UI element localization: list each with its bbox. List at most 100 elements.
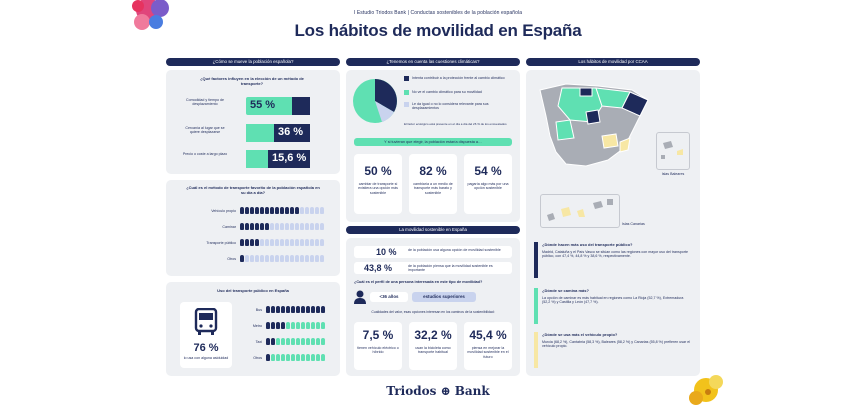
person-icon — [260, 239, 264, 246]
factor-bar — [246, 150, 268, 168]
profile-age: <36 años — [370, 292, 408, 302]
person-icon — [265, 223, 269, 230]
person-icon — [266, 322, 270, 329]
person-icon — [266, 306, 270, 313]
person-icon — [265, 207, 269, 214]
person-icon — [270, 239, 274, 246]
person-icon — [320, 207, 324, 214]
stat-value: 82 % — [419, 164, 447, 178]
stat-caption: piensa en mejorar la movilidad sostenibl… — [467, 346, 509, 359]
col3-header: Los hábitos de movilidad por CCAA — [526, 58, 700, 66]
person-icon — [276, 338, 280, 345]
person-icon — [285, 207, 289, 214]
person-icon — [291, 354, 295, 361]
factor-label: Cercanía al lugar que se quiere desplaza… — [185, 126, 225, 135]
person-icon — [255, 223, 259, 230]
favorite-label: Transporte público — [206, 241, 236, 245]
person-icon — [266, 354, 270, 361]
person-icon — [295, 207, 299, 214]
person-icon — [295, 239, 299, 246]
person-icon — [240, 239, 244, 246]
favorite-label: Caminar — [222, 225, 236, 229]
canarias-inset — [540, 194, 620, 228]
person-icon — [306, 306, 310, 313]
people-row — [240, 239, 325, 246]
person-icon — [315, 223, 319, 230]
factor-bar-end — [292, 97, 310, 115]
canarias-label: Islas Canarias — [622, 222, 645, 226]
people-row — [266, 338, 326, 345]
stat-value: 50 % — [364, 164, 392, 178]
person-icon — [280, 255, 284, 262]
sustainable-text: de la población usa alguna opción de mov… — [408, 248, 501, 252]
stat-value: 32,2 % — [414, 328, 452, 342]
legend-swatch — [404, 76, 409, 81]
person-icon — [301, 338, 305, 345]
people-row — [266, 354, 326, 361]
factors-title: ¿Qué factores influyen en la elección de… — [200, 76, 304, 87]
favorite-panel: ¿Cuál es el método de transporte favorit… — [166, 180, 340, 276]
person-icon — [270, 207, 274, 214]
person-icon — [295, 223, 299, 230]
public-card: 76 % lo usa con alguna asiduidad — [180, 302, 232, 368]
public-row-label: Bus — [255, 308, 262, 312]
baleares-islands — [661, 141, 683, 159]
sustainable-text: de la población piensa que la movilidad … — [408, 264, 493, 273]
profile-question: ¿Cuál es el perfil de una persona intere… — [354, 280, 483, 284]
public-value: 76 % — [193, 342, 219, 354]
person-icon — [321, 338, 325, 345]
person-icon — [316, 338, 320, 345]
people-row — [266, 322, 326, 329]
ccaa-answer: Madrid, Cataluña y el País Vasco se sitú… — [542, 250, 688, 259]
person-icon — [316, 354, 320, 361]
person-icon — [265, 255, 269, 262]
factor-bar-end — [268, 150, 310, 168]
person-icon — [354, 290, 366, 304]
ccaa-panel: Islas Baleares Islas Canarias ¿Dónde hac… — [526, 70, 700, 376]
person-icon — [320, 239, 324, 246]
factor-value: 36 % — [278, 126, 304, 138]
kicker: I Estudio Triodos Bank | Conductas soste… — [353, 10, 523, 16]
person-icon — [245, 207, 249, 214]
person-icon — [310, 255, 314, 262]
stat-card: 7,5 % tienen vehículo eléctrico o híbrid… — [354, 322, 402, 370]
person-icon — [300, 207, 304, 214]
stat-card: 50 % cambiar de transporte si existiera … — [354, 154, 402, 214]
factor-bar — [246, 124, 274, 142]
person-icon — [281, 338, 285, 345]
person-icon — [290, 207, 294, 214]
person-icon — [270, 255, 274, 262]
public-transport-panel: Uso del transporte público en España 76 … — [166, 282, 340, 376]
person-icon — [295, 255, 299, 262]
person-icon — [265, 239, 269, 246]
person-icon — [311, 338, 315, 345]
person-icon — [320, 223, 324, 230]
profile-sub: Cualidades del valor, esas opciones inte… — [371, 310, 495, 314]
sustainable-header: La movilidad sostenible en España — [346, 226, 520, 234]
public-row-label: Metro — [252, 324, 262, 328]
person-icon — [305, 239, 309, 246]
sustainable-line: 10 % de la población usa alguna opción d… — [354, 246, 512, 258]
person-icon — [281, 354, 285, 361]
people-row — [266, 306, 326, 313]
person-icon — [255, 255, 259, 262]
col2-header: ¿Tenemos en cuenta las cuestiones climát… — [346, 58, 520, 66]
person-icon — [275, 239, 279, 246]
person-icon — [321, 354, 325, 361]
favorite-label: Otros — [227, 257, 236, 261]
person-icon — [280, 239, 284, 246]
sustainable-value: 43,8 % — [364, 263, 393, 273]
favorite-title: ¿Cuál es el método de transporte favorit… — [186, 185, 320, 196]
person-icon — [250, 255, 254, 262]
legend-swatch — [404, 102, 409, 107]
person-icon — [306, 354, 310, 361]
person-icon — [296, 338, 300, 345]
person-icon — [316, 306, 320, 313]
person-icon — [310, 223, 314, 230]
person-icon — [305, 255, 309, 262]
person-icon — [296, 354, 300, 361]
ccaa-question: ¿Dónde se usa más el vehículo propio? — [542, 332, 618, 337]
person-icon — [271, 322, 275, 329]
people-row — [240, 207, 325, 214]
public-caption: lo usa con alguna asiduidad — [183, 356, 229, 360]
